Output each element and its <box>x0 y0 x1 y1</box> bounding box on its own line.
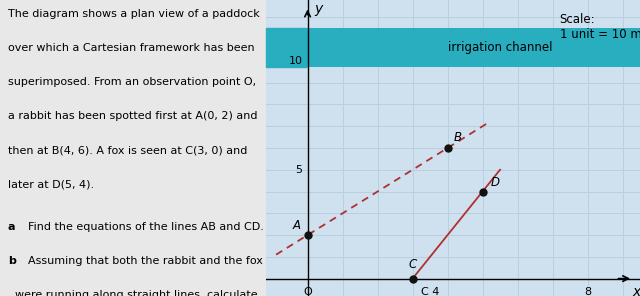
Text: C: C <box>408 258 417 271</box>
Text: a: a <box>8 222 15 232</box>
Text: D: D <box>490 176 499 189</box>
Text: B: B <box>454 131 462 144</box>
Text: Assuming that both the rabbit and the fox: Assuming that both the rabbit and the fo… <box>21 256 263 266</box>
Text: y: y <box>315 2 323 16</box>
Text: O: O <box>303 287 312 296</box>
Text: A: A <box>293 219 301 232</box>
Bar <box>266 28 640 67</box>
Text: a rabbit has been spotted first at A(0, 2) and: a rabbit has been spotted first at A(0, … <box>8 111 257 121</box>
Text: later at D(5, 4).: later at D(5, 4). <box>8 179 94 189</box>
Text: superimposed. From an observation point O,: superimposed. From an observation point … <box>8 77 256 87</box>
Text: over which a Cartesian framework has been: over which a Cartesian framework has bee… <box>8 43 255 53</box>
Text: The diagram shows a plan view of a paddock: The diagram shows a plan view of a paddo… <box>8 9 260 19</box>
Text: x: x <box>632 285 640 296</box>
Text: 5: 5 <box>295 165 302 175</box>
Text: Find the equations of the lines AB and CD.: Find the equations of the lines AB and C… <box>21 222 264 232</box>
Text: 8: 8 <box>584 287 591 296</box>
Text: Scale:: Scale: <box>559 13 595 26</box>
Text: were running along straight lines, calculate: were running along straight lines, calcu… <box>8 290 257 296</box>
Text: b: b <box>8 256 16 266</box>
Text: C 4: C 4 <box>421 287 439 296</box>
Text: 1 unit = 10 m: 1 unit = 10 m <box>559 28 640 41</box>
Text: then at B(4, 6). A fox is seen at C(3, 0) and: then at B(4, 6). A fox is seen at C(3, 0… <box>8 145 247 155</box>
Text: 10: 10 <box>289 56 302 66</box>
Text: irrigation channel: irrigation channel <box>448 41 552 54</box>
